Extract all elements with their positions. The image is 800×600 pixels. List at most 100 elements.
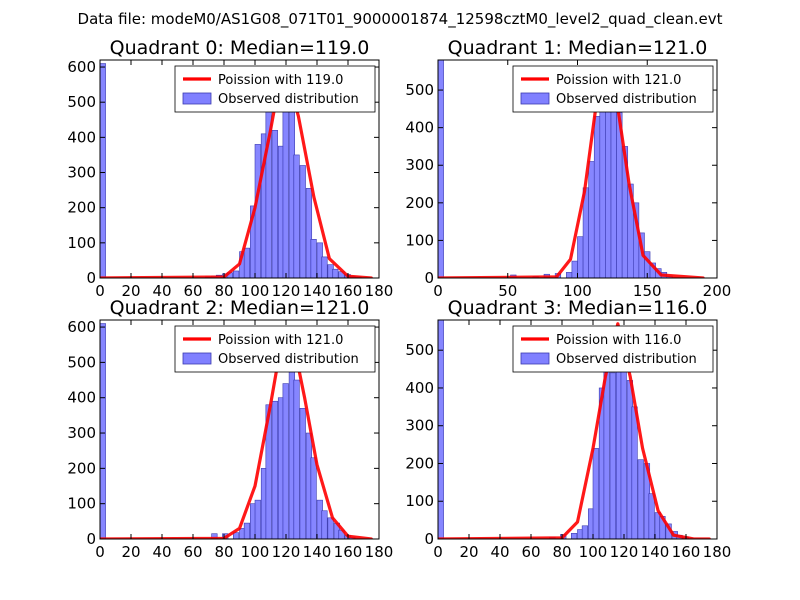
histogram-bar — [211, 533, 218, 539]
y-tick-label: 0 — [424, 530, 434, 548]
legend-label-observed: Observed distribution — [218, 352, 359, 367]
legend-bar-swatch — [520, 92, 550, 105]
legend-label-observed: Observed distribution — [218, 92, 359, 107]
histogram-bar — [282, 383, 289, 539]
y-tick-label: 400 — [405, 119, 434, 137]
histogram-bar — [293, 154, 300, 278]
legend: Poission with 121.0 Observed distribution — [174, 325, 376, 373]
y-tick-label: 300 — [67, 164, 96, 182]
histogram-bar — [310, 457, 317, 539]
histogram-bar — [438, 320, 444, 539]
y-tick-label: 100 — [67, 495, 96, 513]
histogram-bar — [637, 459, 644, 539]
legend-bar-swatch — [520, 352, 550, 365]
x-tick-label: 150 — [633, 282, 662, 300]
legend: Poission with 121.0 Observed distribution — [512, 65, 714, 113]
y-tick-label: 400 — [405, 379, 434, 397]
y-tick-label: 0 — [86, 269, 96, 287]
x-tick-label: 80 — [214, 282, 233, 300]
y-tick-label: 600 — [67, 58, 96, 76]
histogram-bar — [305, 188, 313, 278]
legend-label-fit: Poission with 116.0 — [556, 333, 681, 348]
x-tick-label: 60 — [183, 543, 202, 561]
histogram-bar — [599, 86, 606, 278]
panel-title: Quadrant 1: Median=121.0 — [448, 37, 708, 59]
legend-label-fit: Poission with 121.0 — [218, 333, 343, 348]
legend-label-fit: Poission with 119.0 — [218, 73, 343, 88]
histogram-bar — [254, 144, 261, 278]
histogram-bar — [293, 379, 300, 539]
panels: 0 20 40 60 80 100 120 140 160 1800100200300400500… — [67, 37, 731, 561]
plot-content — [100, 63, 373, 278]
y-tick-label: 500 — [405, 81, 434, 99]
y-tick-label: 0 — [424, 269, 434, 287]
y-tick-label: 200 — [67, 459, 96, 477]
x-tick-label: 100 — [241, 282, 270, 300]
histogram-bar — [243, 247, 251, 278]
panel-title: Quadrant 2: Median=121.0 — [110, 297, 370, 319]
legend-bar-swatch — [182, 92, 212, 105]
histogram-bar — [100, 63, 106, 278]
histogram-bar — [299, 165, 306, 278]
y-tick-label: 0 — [86, 530, 96, 548]
x-tick-label: 0 — [433, 543, 443, 561]
y-tick-label: 300 — [405, 156, 434, 174]
plot-content — [438, 320, 711, 539]
legend: Poission with 119.0 Observed distribution — [174, 65, 376, 113]
histogram-bar — [648, 493, 655, 539]
histogram-bar — [233, 270, 240, 278]
y-tick-label: 300 — [405, 417, 434, 435]
chart-panel-quadrant-2: 0 20 40 60 80 100 120 140 160 1800100200300400500… — [67, 297, 393, 561]
axes-frame — [99, 319, 380, 540]
y-tick-label: 100 — [405, 231, 434, 249]
histogram-bar — [327, 517, 334, 539]
x-tick-label: 180 — [703, 543, 732, 561]
x-tick-label: 20 — [121, 282, 140, 300]
x-tick-label: 40 — [152, 282, 171, 300]
chart-panel-quadrant-1: 0 50 100 150 200 0 100 200 300 400 500 Quadrant 1: … — [405, 37, 731, 300]
legend-bar-swatch — [182, 352, 212, 365]
x-tick-label: 120 — [272, 543, 301, 561]
histogram-bar — [100, 323, 106, 539]
axes-frame — [437, 319, 718, 540]
histogram-bar — [271, 400, 278, 539]
x-tick-label: 200 — [703, 282, 732, 300]
histogram-bar — [631, 406, 638, 539]
x-tick-label: 160 — [672, 543, 701, 561]
x-tick-label: 50 — [498, 282, 517, 300]
chart-panel-quadrant-0: 0 20 40 60 80 100 120 140 160 1800100200300400500… — [67, 37, 393, 300]
y-tick-label: 500 — [405, 341, 434, 359]
histogram-bar — [254, 499, 261, 539]
x-tick-label: 100 — [241, 543, 270, 561]
x-tick-label: 20 — [459, 543, 478, 561]
panel-title: Quadrant 0: Median=119.0 — [110, 37, 370, 59]
histogram-bar — [593, 116, 601, 278]
x-tick-label: 40 — [490, 543, 509, 561]
histogram-bar — [577, 236, 584, 278]
x-tick-label: 140 — [641, 543, 670, 561]
histogram-bar — [299, 408, 306, 539]
histogram-bar — [571, 260, 578, 278]
y-tick-label: 500 — [67, 353, 96, 371]
x-tick-label: 100 — [579, 543, 608, 561]
y-tick-label: 400 — [67, 389, 96, 407]
x-tick-label: 160 — [334, 282, 363, 300]
y-tick-label: 200 — [405, 194, 434, 212]
x-tick-label: 60 — [521, 543, 540, 561]
x-tick-label: 100 — [563, 282, 592, 300]
histogram-bar — [603, 365, 610, 539]
x-tick-label: 160 — [334, 543, 363, 561]
y-tick-label: 100 — [67, 234, 96, 252]
x-tick-label: 0 — [433, 282, 443, 300]
y-tick-label: 600 — [67, 318, 96, 336]
histogram-bar — [233, 532, 240, 539]
histogram-bar — [581, 525, 589, 539]
y-tick-label: 300 — [67, 424, 96, 442]
y-tick-label: 200 — [405, 454, 434, 472]
legend-label-fit: Poission with 121.0 — [556, 73, 681, 88]
x-tick-label: 60 — [183, 282, 202, 300]
histogram-bar — [321, 510, 328, 539]
x-tick-label: 180 — [365, 543, 394, 561]
x-tick-label: 20 — [121, 543, 140, 561]
